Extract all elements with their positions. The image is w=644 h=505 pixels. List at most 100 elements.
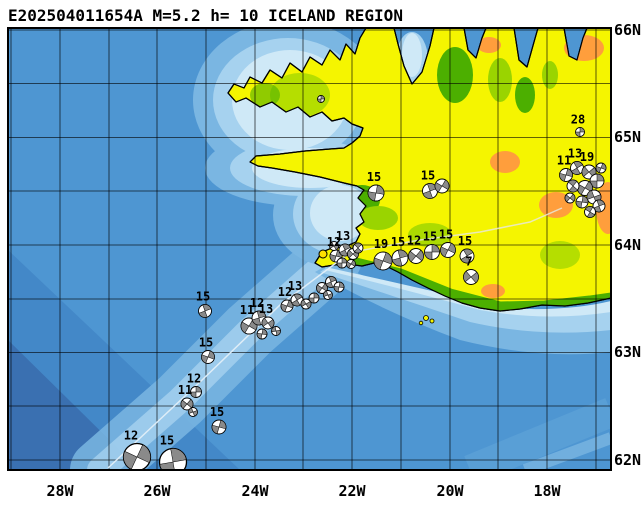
terrain-patch-green — [437, 47, 473, 103]
beachball-count-label: 13 — [568, 147, 582, 161]
beachball-count-label: 15 — [210, 405, 224, 419]
focal-mechanism-beachball — [373, 251, 393, 271]
focal-mechanism-beachball — [329, 241, 339, 251]
beachball-count-label: 15 — [196, 290, 210, 304]
beachball-count-label: 12 — [124, 429, 138, 443]
focal-mechanism-beachball — [325, 276, 337, 288]
focal-mechanism-beachball — [316, 282, 328, 294]
focal-mechanism-beachball — [158, 447, 188, 470]
lon-tick-label: 26W — [143, 482, 171, 500]
beachball-count-label: 28 — [571, 113, 585, 127]
glacier-patch-orange — [596, 182, 611, 234]
focal-mechanism-beachball — [564, 192, 576, 204]
latitude-labels: 66N 65N 64N 63N 62N — [614, 21, 641, 469]
focal-mechanism-beachball — [391, 249, 409, 267]
map-title: E202504011654A M=5.2 h= 10 ICELAND REGIO… — [8, 6, 403, 25]
focal-mechanism-beachball — [211, 419, 227, 435]
beachball-count-label: 15 — [367, 170, 381, 184]
offshore-islands — [418, 315, 435, 326]
focal-mechanism-beachball — [589, 173, 605, 189]
focal-mechanism-beachball — [434, 178, 450, 194]
epicenter-marker — [318, 249, 328, 259]
focal-mechanism-beachball — [308, 292, 320, 304]
focal-mechanism-beachball — [566, 179, 580, 193]
lon-tick-label: 28W — [46, 482, 74, 500]
island — [423, 315, 429, 321]
focal-mechanism-beachball — [323, 290, 333, 300]
focal-mechanism-beachball — [352, 242, 364, 254]
focal-mechanism-beachball — [575, 127, 585, 137]
lon-tick-label: 24W — [241, 482, 269, 500]
focal-mechanism-beachball — [584, 206, 596, 218]
shelf-patch — [522, 432, 611, 470]
focal-mechanism-beachball — [424, 244, 440, 260]
beachball-count-label: 12 — [250, 296, 264, 310]
focal-mechanism-beachball — [440, 242, 456, 258]
ridge-axis-line — [107, 253, 349, 469]
shallow-patch — [320, 268, 611, 333]
lon-tick-label: 18W — [533, 482, 561, 500]
beachball-count-label: 15 — [458, 234, 472, 248]
island — [429, 318, 435, 324]
map-frame — [7, 27, 612, 471]
glacier-patch-orange — [490, 151, 520, 173]
focal-mechanism-beachball — [346, 259, 356, 269]
glacier-patch-orange — [477, 37, 501, 53]
focal-mechanism-beachball — [595, 162, 607, 174]
focal-mechanism-beachball — [408, 248, 424, 264]
beachball-count-label: 15 — [199, 336, 213, 350]
lat-tick-label: 66N — [614, 21, 641, 39]
lat-tick-label: 64N — [614, 236, 641, 254]
focal-mechanism-beachball — [190, 386, 202, 398]
focal-mechanism-beachball — [251, 310, 267, 326]
focal-mechanism-beachball — [367, 184, 385, 202]
focal-mechanism-beachball — [463, 269, 479, 285]
focal-mechanism-beachball — [290, 293, 304, 307]
nearshore-patch — [310, 185, 370, 241]
beachball-count-label: 13 — [259, 302, 273, 316]
focal-mechanism-beachball — [261, 316, 275, 330]
glacier-patch-orange — [539, 192, 573, 218]
terrain-patch-green — [408, 223, 452, 247]
focal-mechanism-beachball — [180, 397, 194, 411]
beachball-count-label: 19 — [580, 150, 594, 164]
island — [418, 320, 424, 326]
beachball-count-label: 15 — [160, 434, 174, 448]
beachball-count-label: 19 — [374, 237, 388, 251]
focal-mechanism-beachball — [570, 161, 584, 175]
ridge-crest-band — [87, 245, 345, 470]
beachball-count-label: 15 — [423, 230, 437, 244]
focal-mechanism-beachball — [317, 95, 325, 103]
beachball-count-label: 12 — [407, 234, 421, 248]
lat-tick-label: 62N — [614, 451, 641, 469]
beachball-count-label: 12 — [187, 372, 201, 386]
lat-tick-label: 65N — [614, 128, 641, 146]
focal-mechanism-beachball — [422, 183, 438, 199]
terrain-patch-green — [515, 77, 535, 113]
terrain-patch-green — [542, 61, 558, 89]
terrain-patch-green — [540, 241, 580, 269]
focal-mechanism-beachball — [201, 350, 215, 364]
plate-boundary-line — [351, 207, 563, 253]
terrain-patch-green — [270, 73, 330, 117]
lat-tick-label: 63N — [614, 343, 641, 361]
focal-mechanism-beachball — [188, 407, 198, 417]
focal-mechanism-beachball — [559, 168, 573, 182]
focal-mechanism-beachball — [333, 281, 345, 293]
beachball-layer — [122, 95, 607, 470]
beachball-count-label: 15 — [391, 235, 405, 249]
nearshore-patch — [325, 268, 611, 317]
terrain-patch-green — [250, 83, 280, 107]
lon-tick-label: 22W — [338, 482, 366, 500]
beachball-count-label: 13 — [288, 279, 302, 293]
beachball-count-label: 12 — [327, 235, 341, 249]
beachball-count-label: 11 — [240, 303, 254, 317]
longitude-labels: 28W 26W 24W 22W 20W 18W — [46, 482, 561, 500]
beachball-count-label: 13 — [336, 229, 350, 243]
focal-mechanism-beachball — [256, 328, 268, 340]
terrain-patch-green — [358, 206, 398, 230]
